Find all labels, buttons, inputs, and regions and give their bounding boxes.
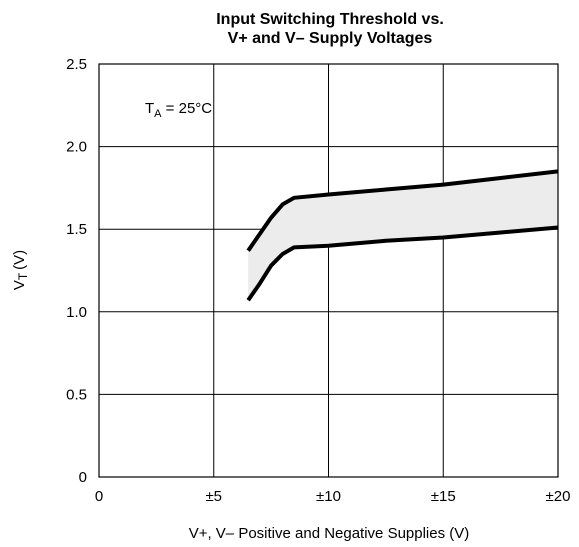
chart-title: Input Switching Threshold vs.: [216, 11, 444, 28]
series-line-1: [246, 225, 559, 302]
series-lines: [246, 169, 559, 302]
x-tick-label-2: ±10: [316, 488, 341, 505]
x-tick-label-1: ±5: [205, 488, 222, 505]
temperature-annotation: TA = 25°C: [145, 100, 212, 120]
annotation-rest: = 25°C: [162, 100, 213, 117]
y-axis-label-unit: (V): [11, 250, 28, 270]
series-line-0: [246, 169, 559, 252]
y-axis-label-sub: T: [16, 272, 30, 280]
annotation-main: T: [145, 100, 154, 117]
y-axis-label: VT (V): [11, 250, 30, 290]
y-tick-label-5: 2.5: [66, 56, 87, 73]
x-tick-label-0: 0: [95, 488, 103, 505]
x-tick-label-4: ±20: [546, 488, 571, 505]
y-tick-label-0: 0: [79, 469, 87, 486]
plot-frame: [98, 63, 559, 478]
y-tick-label-4: 2.0: [66, 139, 87, 156]
y-tick-labels: 0 0.5 1.0 1.5 2.0 2.5: [66, 56, 87, 486]
y-tick-label-3: 1.5: [66, 221, 87, 238]
x-axis-label: V+, V– Positive and Negative Supplies (V…: [189, 525, 470, 542]
y-tick-label-1: 0.5: [66, 386, 87, 403]
annotation-subscript: A: [154, 108, 162, 120]
threshold-band: [248, 171, 559, 301]
y-axis-label-main: V: [11, 280, 28, 290]
x-tick-labels: 0 ±5 ±10 ±15 ±20: [95, 488, 571, 505]
x-tick-label-3: ±15: [431, 488, 456, 505]
grid: [99, 64, 558, 477]
chart-subtitle: V+ and V– Supply Voltages: [228, 30, 433, 47]
y-tick-label-2: 1.0: [66, 304, 87, 321]
